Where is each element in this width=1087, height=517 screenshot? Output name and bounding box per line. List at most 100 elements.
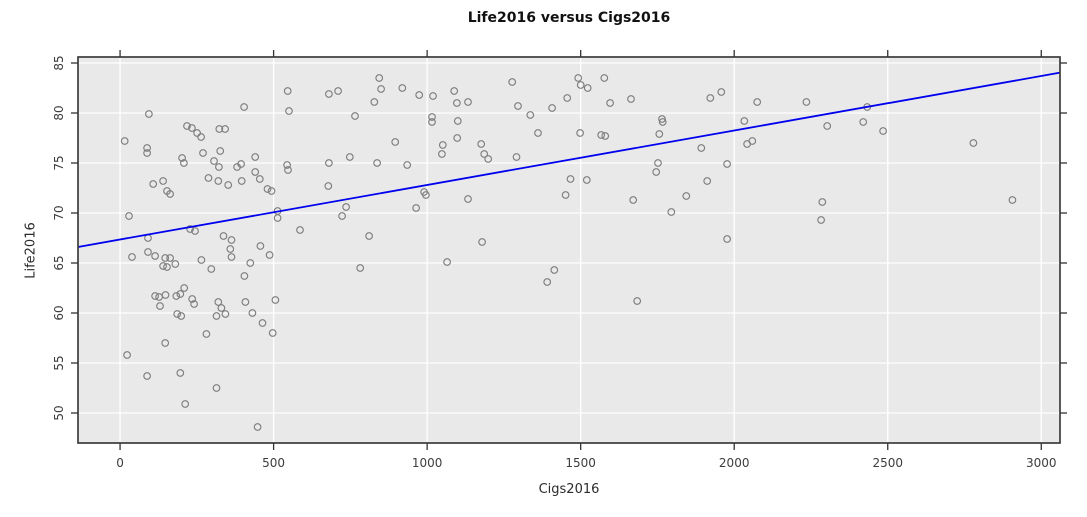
scatter-point: [576, 81, 585, 89]
scatter-point: [464, 195, 472, 203]
scatter-point: [273, 214, 282, 222]
scatter-point: [285, 107, 293, 115]
plot-panel: [78, 57, 1060, 443]
scatter-point: [226, 245, 235, 253]
scatter-point: [566, 175, 575, 183]
scatter-point: [597, 131, 606, 139]
scatter-point: [193, 129, 201, 137]
scatter-point: [879, 127, 887, 135]
scatter-point: [212, 384, 221, 392]
scatter-point: [227, 236, 236, 244]
scatter-point: [161, 339, 170, 347]
scatter-point: [583, 84, 592, 92]
scatter-point: [143, 144, 151, 152]
scatter-point: [450, 87, 459, 95]
scatter-point: [267, 187, 276, 195]
scatter-point: [161, 254, 170, 262]
scatter-point: [356, 264, 365, 272]
scatter-point: [428, 113, 436, 121]
scatter-point: [655, 130, 664, 138]
scatter-point: [191, 227, 199, 235]
scatter-point: [197, 133, 205, 141]
scatter-point: [412, 204, 420, 212]
scatter-point: [188, 124, 196, 132]
scatter-point: [178, 154, 186, 162]
y-tick-label: 75: [52, 155, 66, 170]
scatter-point: [629, 196, 638, 204]
scatter-point: [151, 252, 159, 260]
scatter-point: [202, 330, 211, 338]
scatter-point: [172, 292, 181, 300]
scatter-point: [173, 310, 182, 318]
scatter-point: [145, 110, 153, 118]
scatter-point: [682, 192, 691, 200]
scatter-point: [563, 94, 572, 102]
scatter-point: [627, 95, 635, 103]
scatter-point: [240, 272, 249, 280]
scatter-point: [258, 319, 267, 327]
scatter-point: [283, 161, 291, 169]
scatter-point: [159, 262, 167, 270]
scatter-point: [325, 159, 333, 167]
scatter-point: [443, 258, 451, 266]
y-tick-label: 55: [52, 355, 66, 370]
scatter-point: [263, 185, 272, 193]
scatter-point: [550, 266, 559, 274]
scatter-point: [166, 190, 174, 198]
scatter-point: [606, 99, 614, 107]
scatter-point: [180, 284, 189, 292]
scatter-point: [271, 296, 280, 304]
scatter-point: [214, 298, 223, 306]
scatter-point: [334, 87, 342, 95]
scatter-point: [214, 177, 223, 185]
scatter-point: [181, 400, 190, 408]
scatter-point: [284, 166, 292, 174]
scatter-point: [717, 88, 726, 96]
scatter-point: [171, 260, 180, 268]
scatter-point: [652, 168, 661, 176]
scatter-point: [241, 298, 250, 306]
scatter-point: [283, 87, 292, 95]
scatter-point: [723, 160, 731, 168]
scatter-point: [190, 300, 198, 308]
scatter-point: [180, 159, 188, 167]
scatter-point: [342, 203, 350, 211]
scatter-point: [512, 153, 521, 161]
x-tick-label: 3000: [1026, 456, 1057, 470]
scatter-point: [188, 295, 197, 303]
scatter-point: [723, 235, 731, 243]
scatter-point: [969, 139, 978, 147]
y-tick-label: 70: [52, 205, 66, 220]
scatter-point: [251, 168, 260, 176]
scatter-point: [601, 132, 610, 140]
scatter-point: [574, 74, 583, 82]
scatter-point: [561, 191, 570, 199]
scatter-point: [210, 157, 218, 165]
scatter-point: [237, 177, 246, 185]
scatter-point: [633, 297, 642, 305]
scatter-point: [403, 161, 412, 169]
scatter-point: [125, 212, 133, 220]
scatter-point: [325, 90, 333, 98]
scatter-point: [823, 122, 832, 130]
scatter-point: [398, 84, 407, 92]
scatter-point: [219, 232, 228, 240]
scatter-point: [415, 91, 424, 99]
x-tick-label: 1500: [565, 456, 596, 470]
regression-line: [77, 71, 1061, 248]
scatter-point: [197, 256, 206, 264]
scatter-point: [453, 117, 462, 125]
scatter-point: [477, 140, 486, 148]
scatter-point: [508, 78, 517, 86]
scatter-point: [338, 212, 346, 220]
scatter-point: [600, 74, 609, 82]
scatter-point: [221, 310, 230, 318]
scatter-point: [654, 159, 662, 167]
scatter-point: [370, 98, 379, 106]
scatter-point: [422, 191, 430, 199]
scatter-point: [548, 104, 556, 112]
scatter-point: [1008, 196, 1017, 204]
scatter-point: [143, 149, 151, 157]
scatter-point: [375, 74, 384, 82]
scatter-point: [748, 137, 757, 145]
